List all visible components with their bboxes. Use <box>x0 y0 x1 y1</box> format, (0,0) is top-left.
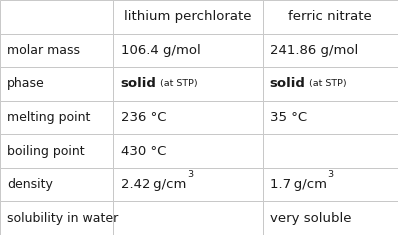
Bar <box>0 101 113 134</box>
Text: 3: 3 <box>328 170 334 179</box>
Bar <box>113 168 263 201</box>
Bar <box>263 101 398 134</box>
Bar <box>263 34 398 67</box>
Bar <box>263 0 398 34</box>
Text: phase: phase <box>7 77 45 90</box>
Bar <box>263 168 398 201</box>
Bar <box>113 101 263 134</box>
Bar <box>0 134 113 168</box>
Bar <box>263 67 398 101</box>
Text: very soluble: very soluble <box>270 212 351 225</box>
Text: molar mass: molar mass <box>7 44 80 57</box>
Text: density: density <box>7 178 53 191</box>
Text: lithium perchlorate: lithium perchlorate <box>124 10 252 23</box>
Bar <box>113 0 263 34</box>
Text: (at STP): (at STP) <box>309 79 347 88</box>
Bar <box>113 201 263 235</box>
Text: solubility in water: solubility in water <box>7 212 119 225</box>
Text: solid: solid <box>270 77 306 90</box>
Bar <box>113 34 263 67</box>
Bar <box>0 168 113 201</box>
Bar <box>0 201 113 235</box>
Text: solid: solid <box>121 77 156 90</box>
Bar <box>0 67 113 101</box>
Bar <box>263 134 398 168</box>
Text: 35 °C: 35 °C <box>270 111 307 124</box>
Bar <box>263 201 398 235</box>
Text: (at STP): (at STP) <box>160 79 197 88</box>
Bar <box>0 0 113 34</box>
Text: 3: 3 <box>187 170 193 179</box>
Bar <box>113 67 263 101</box>
Bar <box>113 134 263 168</box>
Text: 236 °C: 236 °C <box>121 111 166 124</box>
Text: 2.42 g/cm: 2.42 g/cm <box>121 178 186 191</box>
Text: 106.4 g/mol: 106.4 g/mol <box>121 44 200 57</box>
Bar <box>0 34 113 67</box>
Text: boiling point: boiling point <box>7 145 85 158</box>
Text: ferric nitrate: ferric nitrate <box>289 10 372 23</box>
Text: 241.86 g/mol: 241.86 g/mol <box>270 44 358 57</box>
Text: 1.7 g/cm: 1.7 g/cm <box>270 178 327 191</box>
Text: 430 °C: 430 °C <box>121 145 166 158</box>
Text: melting point: melting point <box>7 111 90 124</box>
